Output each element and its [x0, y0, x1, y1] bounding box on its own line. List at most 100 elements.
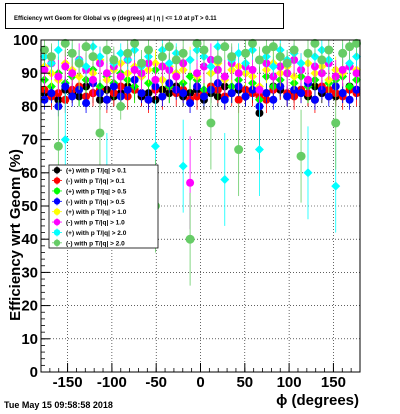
- data-point: [282, 58, 292, 68]
- y-tick-label: 100: [13, 32, 38, 49]
- data-point: [303, 75, 312, 84]
- data-point: [185, 72, 195, 82]
- data-point: [310, 95, 319, 104]
- data-point: [206, 62, 216, 72]
- data-point: [338, 89, 347, 98]
- legend-marker: [53, 187, 61, 195]
- x-tick-label: 100: [277, 374, 302, 391]
- data-point: [157, 52, 167, 62]
- data-point: [67, 48, 77, 58]
- data-point: [40, 65, 49, 74]
- legend-marker: [53, 208, 61, 215]
- data-point: [81, 62, 91, 72]
- data-point: [185, 55, 195, 65]
- legend-label: (+) with p T/|q| > 1.0: [66, 209, 127, 216]
- data-point: [137, 89, 146, 98]
- data-point: [130, 38, 140, 48]
- legend-label: (+) with p T/|q| > 0.1: [66, 168, 127, 175]
- data-point: [255, 85, 264, 94]
- data-point: [248, 65, 257, 74]
- data-point: [283, 92, 292, 101]
- timestamp-footer: Tue May 15 09:58:58 2018: [4, 400, 113, 410]
- data-point: [269, 95, 278, 104]
- data-point: [186, 99, 195, 108]
- data-point: [61, 62, 70, 71]
- tick-layer: -150 -100 -50 0 50 100 150 0 10 20 30 40 50 60 70 80 90 1…: [13, 32, 361, 391]
- data-point: [331, 118, 341, 128]
- data-point: [164, 42, 174, 52]
- data-point: [206, 118, 216, 128]
- x-tick-label: 50: [236, 374, 253, 391]
- data-point: [234, 69, 243, 78]
- series-layer: [39, 38, 362, 286]
- data-point: [241, 92, 250, 101]
- y-tick-label: 20: [21, 298, 38, 315]
- data-point: [296, 151, 306, 161]
- data-point: [262, 89, 271, 98]
- x-tick-label: 150: [321, 374, 346, 391]
- data-point: [331, 181, 341, 191]
- y-tick-label: 50: [21, 198, 38, 215]
- chart-title: Efficiency wrt Geom for Global vs φ (deg…: [14, 16, 217, 22]
- data-point: [95, 52, 105, 62]
- data-point: [144, 95, 153, 104]
- x-axis-title: ϕ (degrees): [276, 392, 359, 409]
- data-point: [150, 141, 160, 151]
- data-point: [220, 42, 230, 52]
- data-point: [143, 45, 153, 55]
- data-point: [220, 72, 229, 81]
- data-point: [89, 75, 98, 84]
- data-point: [303, 168, 313, 178]
- data-point: [178, 161, 188, 171]
- data-point: [254, 145, 264, 155]
- legend-marker: [53, 229, 61, 236]
- legend-marker: [53, 166, 61, 174]
- data-point: [275, 52, 285, 62]
- data-point: [324, 45, 334, 55]
- data-point: [345, 42, 355, 52]
- data-point: [268, 42, 278, 52]
- legend-box: [48, 164, 159, 249]
- data-point: [109, 82, 118, 91]
- data-point: [289, 45, 299, 55]
- data-point: [234, 145, 244, 155]
- data-point: [130, 65, 139, 74]
- data-point: [345, 95, 354, 104]
- data-point: [54, 72, 63, 81]
- data-point: [39, 45, 49, 55]
- y-tick-label: 70: [21, 132, 38, 149]
- data-point: [192, 38, 202, 48]
- legend-label: (+) with p T/|q| > 2.0: [66, 230, 127, 237]
- data-point: [179, 89, 188, 98]
- legend-marker: [53, 198, 61, 205]
- data-point: [178, 48, 188, 58]
- data-point: [46, 52, 56, 62]
- data-point: [254, 55, 264, 65]
- legend-marker: [53, 177, 61, 184]
- y-tick-label: 90: [21, 65, 38, 82]
- data-point: [199, 45, 209, 55]
- data-point: [137, 58, 147, 68]
- data-point: [185, 234, 195, 244]
- data-point: [151, 75, 160, 84]
- data-point: [150, 58, 160, 68]
- data-point: [297, 89, 306, 98]
- data-point: [345, 58, 355, 68]
- data-point: [352, 69, 361, 78]
- y-axis-title: Efficiency wrt Geom (%): [7, 149, 24, 321]
- x-tick-label: -50: [145, 374, 167, 391]
- data-point: [53, 141, 63, 151]
- data-point: [109, 55, 119, 65]
- data-point: [88, 52, 98, 62]
- x-tick-label: 0: [196, 374, 204, 391]
- data-point: [352, 38, 362, 48]
- y-tick-label: 0: [30, 364, 38, 381]
- legend-marker: [53, 218, 61, 226]
- y-tick-label: 40: [21, 231, 38, 248]
- data-point: [338, 65, 347, 74]
- data-point: [227, 89, 236, 98]
- chart-title-box: Efficiency wrt Geom for Global vs φ (deg…: [5, 3, 284, 29]
- data-point: [234, 95, 243, 104]
- y-tick-label: 10: [21, 331, 38, 348]
